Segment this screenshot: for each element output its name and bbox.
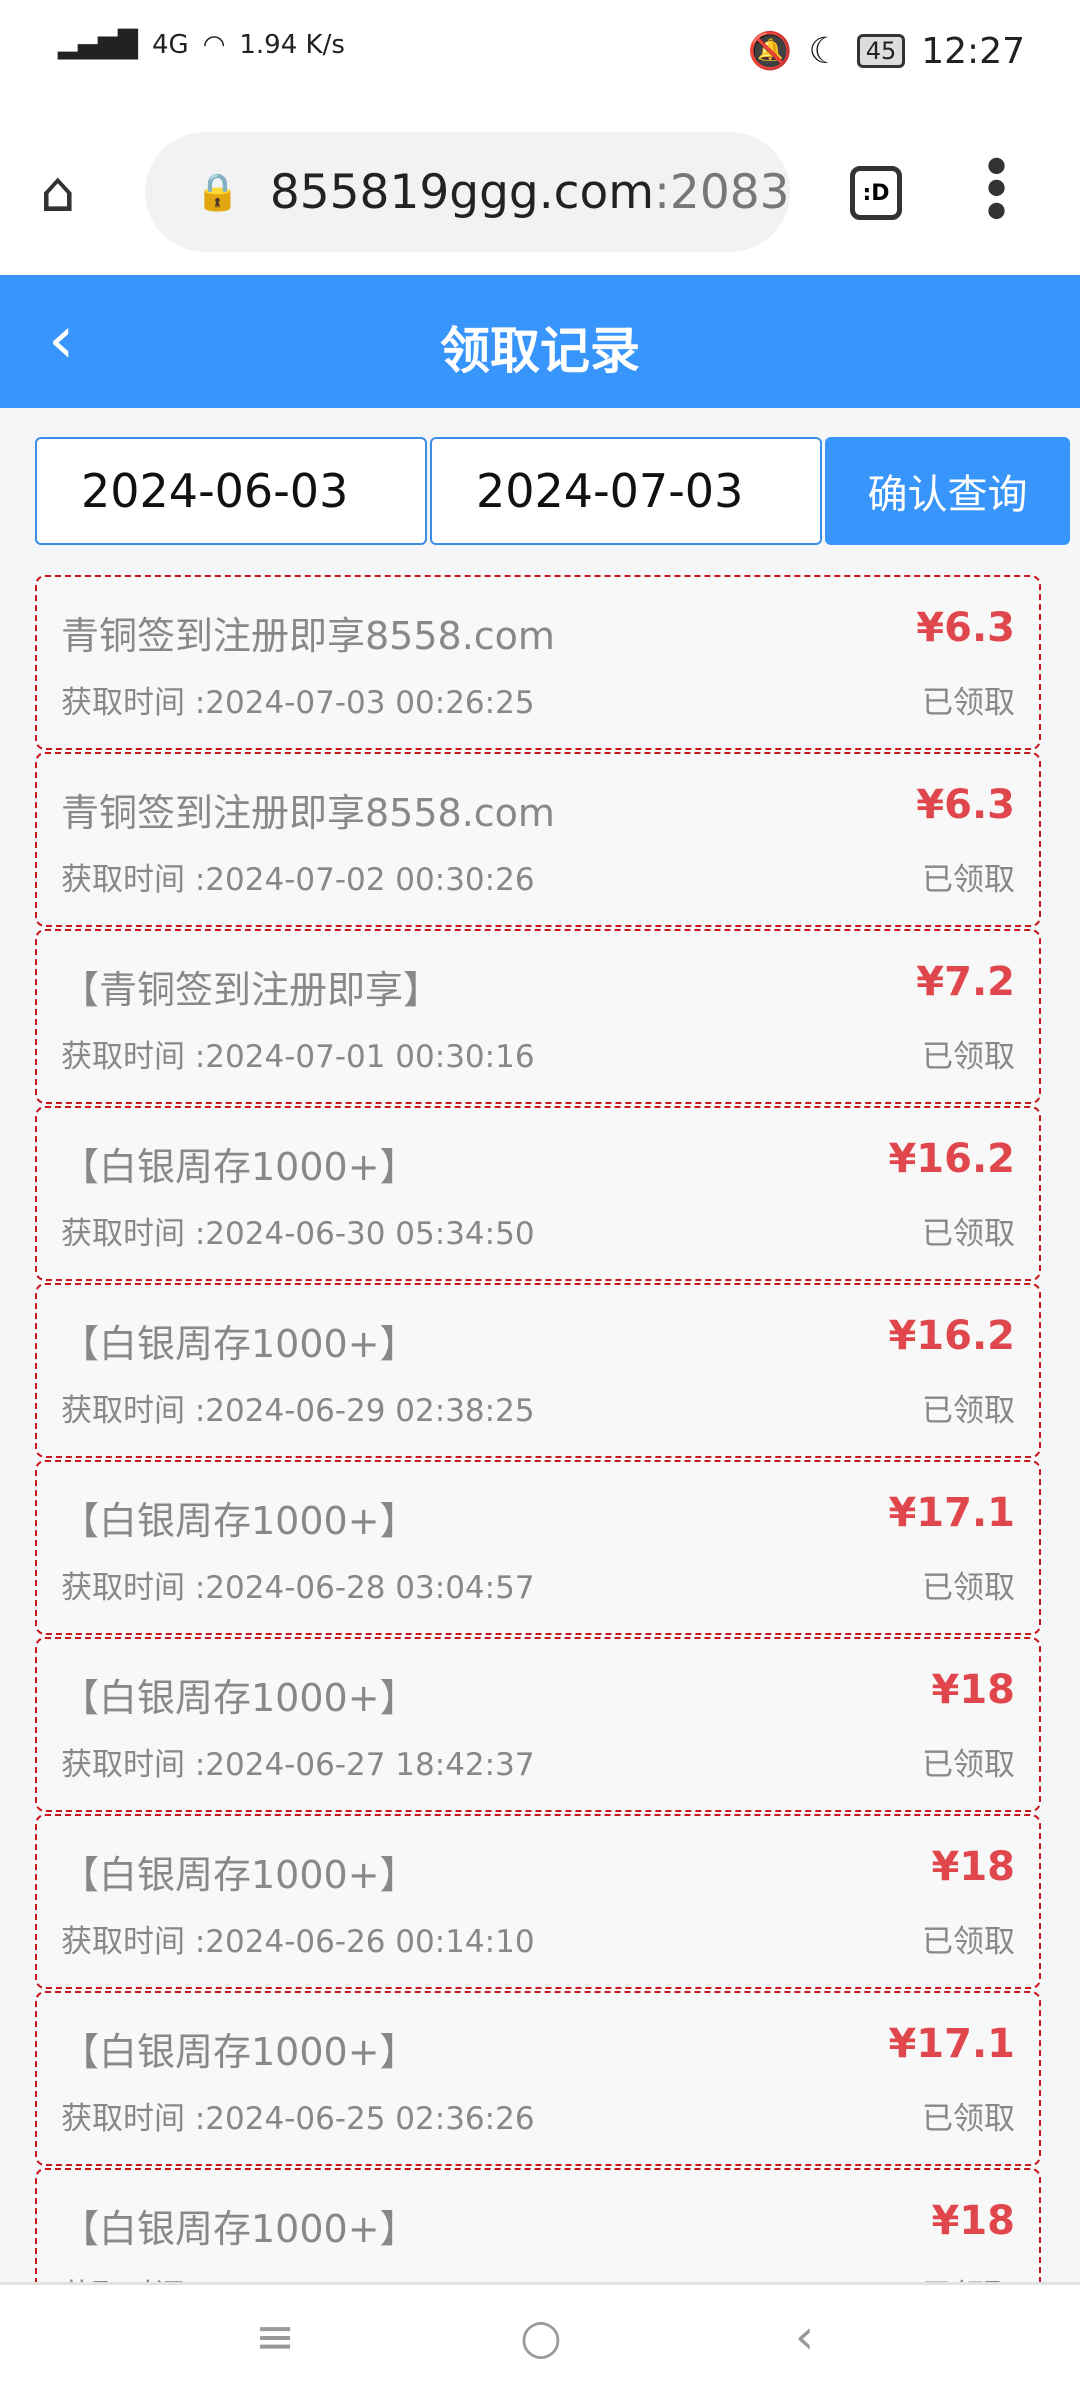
record-time: 获取时间 :2024-06-25 02:36:26	[61, 2101, 535, 2137]
moon-icon: ☾	[808, 30, 841, 72]
record-name: 【白银周存1000+】	[61, 1145, 418, 1189]
home-nav-icon[interactable]: ○	[520, 2309, 562, 2365]
record-status: 已领取	[922, 2101, 1015, 2137]
record-name: 【白银周存1000+】	[61, 2207, 418, 2251]
record-time: 获取时间 :2024-07-03 00:26:25	[61, 685, 535, 721]
lock-icon: 🔒	[195, 172, 240, 213]
record-status: 已领取	[922, 1039, 1015, 1075]
record-amount: ¥7.2	[916, 959, 1015, 1005]
record-time: 获取时间 :2024-06-30 05:34:50	[61, 1216, 535, 1252]
record-item: 【白银周存1000+】 ¥18 获取时间 :2024-06-26 00:14:10 已…	[35, 1814, 1041, 1989]
record-item: 青铜签到注册即享8558.com ¥6.3 获取时间 :2024-07-03 00:…	[35, 575, 1041, 750]
signal-icon: ▂▄▆█	[58, 30, 138, 60]
record-status: 已领取	[922, 1216, 1015, 1252]
record-time: 获取时间 :2024-06-26 00:14:10	[61, 1924, 535, 1960]
back-icon[interactable]: ‹	[48, 301, 75, 378]
battery-level: 45	[856, 34, 906, 68]
record-item: 【白银周存1000+】 ¥16.2 获取时间 :2024-06-29 02:38:2…	[35, 1283, 1041, 1458]
page-title: 领取记录	[440, 322, 640, 380]
query-button[interactable]: 确认查询	[825, 437, 1070, 545]
start-date-input[interactable]: 2024-06-03	[35, 437, 427, 545]
record-name: 【白银周存1000+】	[61, 1499, 418, 1543]
record-name: 【白银周存1000+】	[61, 1676, 418, 1720]
end-date-input[interactable]: 2024-07-03	[430, 437, 822, 545]
address-bar[interactable]: 🔒 855819ggg.com:2083	[145, 132, 790, 252]
record-time: 获取时间 :2024-06-27 18:42:37	[61, 1747, 535, 1783]
record-item: 【白银周存1000+】 ¥17.1 获取时间 :2024-06-28 03:04:5…	[35, 1460, 1041, 1635]
record-item: 【白银周存1000+】 ¥16.2 获取时间 :2024-06-30 05:34:5…	[35, 1106, 1041, 1281]
back-nav-icon[interactable]: ‹	[795, 2309, 815, 2365]
home-icon[interactable]: ⌂	[40, 160, 76, 225]
page-header: ‹ 领取记录	[0, 275, 1080, 408]
recents-icon[interactable]: ≡	[255, 2309, 296, 2365]
system-nav-bar: ≡ ○ ‹	[0, 2282, 1080, 2400]
status-bar: ▂▄▆█ 4G ◠ 1.94 K/s 🔕 ☾ 45 12:27	[0, 0, 1080, 100]
browser-toolbar: ⌂ 🔒 855819ggg.com:2083 :D • • •	[0, 100, 1080, 275]
date-filter: 2024-06-03 2024-07-03 确认查询	[35, 437, 1070, 545]
bell-off-icon: 🔕	[747, 31, 793, 72]
record-list: 青铜签到注册即享8558.com ¥6.3 获取时间 :2024-07-03 00:…	[35, 575, 1041, 2345]
record-time: 获取时间 :2024-07-01 00:30:16	[61, 1039, 535, 1075]
record-item: 青铜签到注册即享8558.com ¥6.3 获取时间 :2024-07-02 00:…	[35, 752, 1041, 927]
record-amount: ¥18	[931, 1844, 1016, 1890]
clock: 12:27	[921, 30, 1025, 72]
record-amount: ¥18	[931, 2198, 1016, 2244]
tabs-button[interactable]: :D	[850, 166, 902, 220]
url-host: 855819ggg.com	[269, 164, 655, 220]
record-time: 获取时间 :2024-06-28 03:04:57	[61, 1570, 535, 1606]
record-name: 【青铜签到注册即享】	[61, 968, 442, 1012]
record-time: 获取时间 :2024-07-02 00:30:26	[61, 862, 535, 898]
record-name: 【白银周存1000+】	[61, 1322, 418, 1366]
record-item: 【青铜签到注册即享】 ¥7.2 获取时间 :2024-07-01 00:30:16 已…	[35, 929, 1041, 1104]
record-amount: ¥16.2	[888, 1136, 1015, 1182]
network-speed: 1.94 K/s	[239, 30, 345, 60]
record-time: 获取时间 :2024-06-29 02:38:25	[61, 1393, 535, 1429]
more-menu-icon[interactable]: • • •	[980, 136, 1014, 246]
record-status: 已领取	[922, 685, 1015, 721]
record-amount: ¥16.2	[888, 1313, 1015, 1359]
record-status: 已领取	[922, 862, 1015, 898]
record-amount: ¥18	[931, 1667, 1016, 1713]
record-status: 已领取	[922, 1570, 1015, 1606]
record-amount: ¥17.1	[888, 2021, 1015, 2067]
wifi-icon: ◠	[202, 30, 226, 60]
record-amount: ¥17.1	[888, 1490, 1015, 1536]
record-status: 已领取	[922, 1747, 1015, 1783]
record-name: 【白银周存1000+】	[61, 2030, 418, 2074]
record-amount: ¥6.3	[916, 782, 1015, 828]
record-item: 【白银周存1000+】 ¥17.1 获取时间 :2024-06-25 02:36:2…	[35, 1991, 1041, 2166]
record-status: 已领取	[922, 1393, 1015, 1429]
record-name: 青铜签到注册即享8558.com	[61, 791, 555, 835]
url-port: :2083	[654, 164, 790, 220]
record-amount: ¥6.3	[916, 605, 1015, 651]
record-status: 已领取	[922, 1924, 1015, 1960]
network-type: 4G	[151, 30, 189, 60]
record-item: 【白银周存1000+】 ¥18 获取时间 :2024-06-27 18:42:37 已…	[35, 1637, 1041, 1812]
record-name: 【白银周存1000+】	[61, 1853, 418, 1897]
record-name: 青铜签到注册即享8558.com	[61, 614, 555, 658]
